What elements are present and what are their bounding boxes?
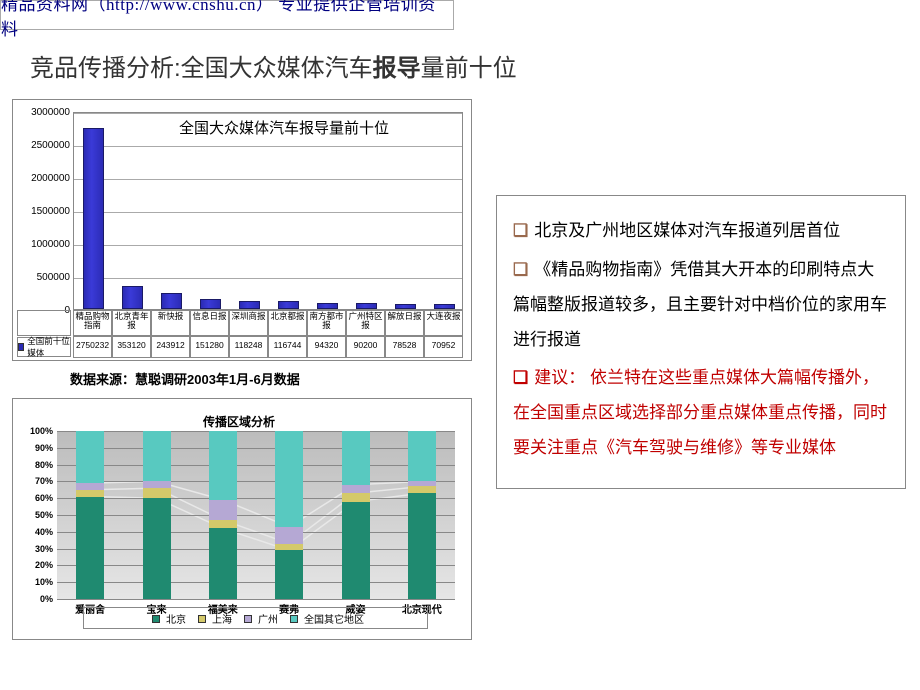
stack-bar bbox=[408, 431, 436, 599]
bar-ytick: 1000000 bbox=[16, 239, 70, 250]
stack-ytick: 60% bbox=[23, 493, 53, 503]
stack-ytick: 80% bbox=[23, 460, 53, 470]
stack-bar bbox=[342, 431, 370, 599]
stack-ytick: 40% bbox=[23, 527, 53, 537]
stack-ytick: 50% bbox=[23, 510, 53, 520]
bar-chart-title: 全国大众媒体汽车报导量前十位 bbox=[174, 117, 394, 138]
bar-chart: 全国大众媒体汽车报导量前十位 0500000100000015000002000… bbox=[12, 99, 472, 361]
bar bbox=[356, 303, 377, 309]
page-title: 竞品传播分析:全国大众媒体汽车报导量前十位 bbox=[30, 48, 920, 83]
stacked-chart: 传播区域分析 0% 10% 20% 30% 40% 50% 60% 70% 80% 90% 100%… bbox=[12, 398, 472, 640]
bar bbox=[83, 128, 104, 310]
stack-ytick: 70% bbox=[23, 476, 53, 486]
bar bbox=[122, 286, 143, 309]
bullet-box: ❏北京及广州地区媒体对汽车报道列居首位 ❏《精品购物指南》凭借其大开本的印刷特点大… bbox=[496, 195, 906, 489]
stack-ytick: 20% bbox=[23, 560, 53, 570]
bar bbox=[278, 301, 299, 309]
bar-ytick: 500000 bbox=[16, 272, 70, 283]
bar-ytick: 1500000 bbox=[16, 206, 70, 217]
stacked-chart-title: 传播区域分析 bbox=[203, 413, 275, 430]
bar bbox=[434, 304, 455, 309]
bar bbox=[161, 293, 182, 309]
bullet-item: ❏《精品购物指南》凭借其大开本的印刷特点大篇幅整版报道较多，且主要针对中档价位的… bbox=[513, 253, 889, 358]
bullet-item: ❏建议： 依兰特在这些重点媒体大篇幅传播外，在全国重点区域选择部分重点媒体重点传… bbox=[513, 361, 889, 466]
stack-bar bbox=[143, 431, 171, 599]
header-banner: 精品资料网（http://www.cnshu.cn） 专业提供企管培训资料 bbox=[0, 0, 454, 30]
stack-ytick: 30% bbox=[23, 544, 53, 554]
bar-ytick: 2500000 bbox=[16, 140, 70, 151]
header-text: 精品资料网（http://www.cnshu.cn） 专业提供企管培训资料 bbox=[1, 0, 453, 40]
stack-ytick: 10% bbox=[23, 577, 53, 587]
data-source: 数据来源：慧聪调研2003年1月-6月数据 bbox=[70, 369, 480, 388]
stack-bar bbox=[275, 431, 303, 599]
stack-bar bbox=[209, 431, 237, 599]
bullet-item: ❏北京及广州地区媒体对汽车报道列居首位 bbox=[513, 214, 889, 249]
stack-ytick: 100% bbox=[23, 426, 53, 436]
stack-ytick: 90% bbox=[23, 443, 53, 453]
bar bbox=[317, 303, 338, 309]
bar-legend: 全国前十位媒体 bbox=[17, 337, 71, 357]
bar bbox=[239, 301, 260, 309]
bar bbox=[395, 304, 416, 309]
bar bbox=[200, 299, 221, 309]
bar-ytick: 3000000 bbox=[16, 107, 70, 118]
stack-bar bbox=[76, 431, 104, 599]
stack-ytick: 0% bbox=[23, 594, 53, 604]
bar-ytick: 2000000 bbox=[16, 173, 70, 184]
